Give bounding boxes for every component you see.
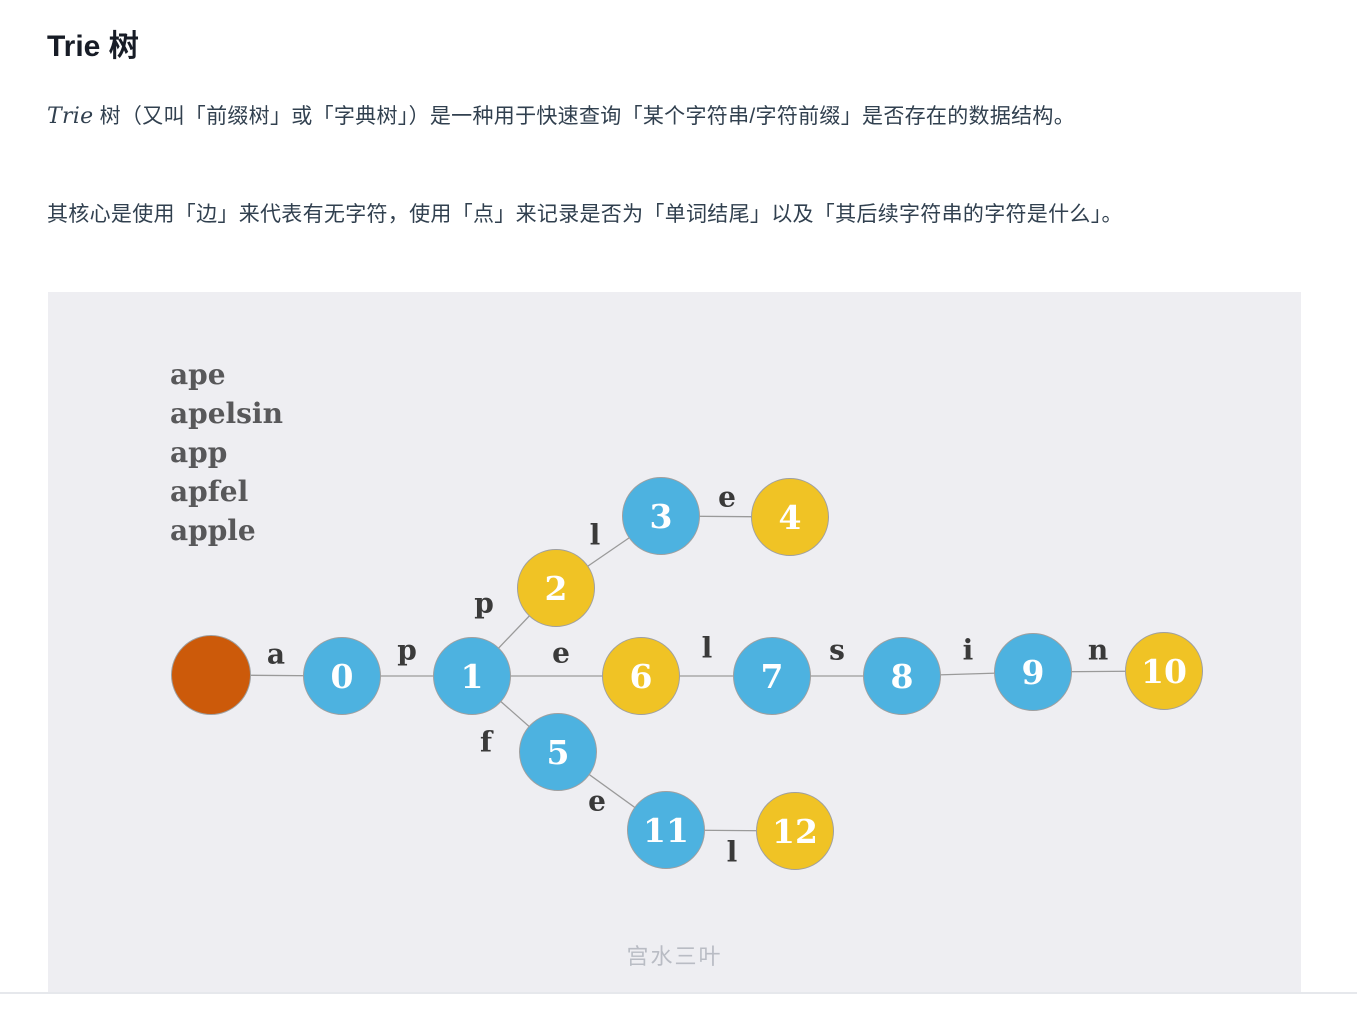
trie-node-12: 12 bbox=[756, 792, 834, 870]
trie-node-5: 5 bbox=[519, 713, 597, 791]
edge-label-1-5: f bbox=[479, 725, 493, 759]
word-list: ape apelsin app apfel apple bbox=[170, 355, 283, 550]
trie-node-8: 8 bbox=[863, 637, 941, 715]
trie-node-2: 2 bbox=[517, 549, 595, 627]
math-term-trie: Trie bbox=[47, 104, 94, 129]
edge-label-8-9: i bbox=[962, 633, 974, 667]
trie-node-7: 7 bbox=[733, 637, 811, 715]
word-list-item: apfel bbox=[170, 475, 249, 508]
page-title: Trie 树 bbox=[47, 30, 139, 63]
trie-node-4: 4 bbox=[751, 478, 829, 556]
intro-paragraph-text: 树（又叫「前缀树」或「字典树」）是一种用于快速查询「某个字符串/字符前缀」是否存… bbox=[93, 105, 1076, 128]
edge-label-5-11: e bbox=[588, 784, 606, 818]
edge-label-6-7: l bbox=[701, 631, 713, 665]
trie-node-root bbox=[171, 635, 251, 715]
edge-label-2-3: l bbox=[589, 518, 601, 552]
trie-node-1: 1 bbox=[433, 637, 511, 715]
edge-label-0-1: p bbox=[397, 633, 417, 667]
edge-label-root-0: a bbox=[266, 637, 286, 671]
trie-node-6: 6 bbox=[602, 637, 680, 715]
watermark: 宫水三叶 bbox=[626, 944, 723, 969]
trie-node-3: 3 bbox=[622, 477, 700, 555]
trie-node-10: 10 bbox=[1125, 632, 1203, 710]
word-list-item: app bbox=[170, 436, 228, 469]
word-list-item: apple bbox=[170, 514, 256, 547]
intro-paragraph: Trie 树（又叫「前缀树」或「字典树」）是一种用于快速查询「某个字符串/字符前… bbox=[47, 92, 1309, 142]
edge-label-7-8: s bbox=[829, 633, 845, 667]
edge-label-1-2: p bbox=[474, 586, 494, 620]
bottom-divider bbox=[0, 992, 1357, 994]
trie-node-0: 0 bbox=[303, 637, 381, 715]
word-list-item: ape bbox=[170, 358, 226, 391]
edge-label-3-4: e bbox=[718, 480, 736, 514]
trie-node-11: 11 bbox=[627, 791, 705, 869]
edge-label-9-10: n bbox=[1087, 633, 1109, 667]
edge-label-1-6: e bbox=[552, 636, 570, 670]
trie-node-9: 9 bbox=[994, 633, 1072, 711]
core-paragraph: 其核心是使用「边」来代表有无字符，使用「点」来记录是否为「单词结尾」以及「其后续… bbox=[47, 203, 1123, 226]
edge-label-11-12: l bbox=[726, 835, 738, 869]
word-list-item: apelsin bbox=[170, 397, 283, 430]
